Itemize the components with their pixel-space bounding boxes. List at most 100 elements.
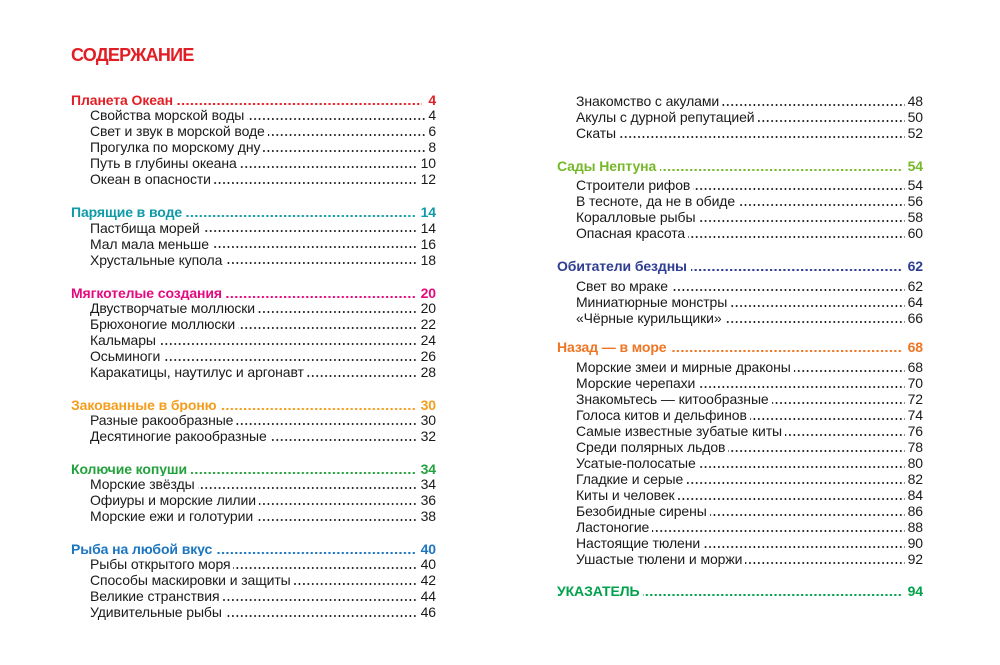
toc-entry-label: В тесноте, да не в обиде	[576, 193, 739, 210]
toc-entry-page: 28	[417, 363, 436, 380]
toc-entry-label: Акулы с дурной репутацией	[576, 108, 758, 125]
toc-entry-label: Знакомьтесь — китообразные	[576, 390, 772, 407]
toc-entry-page: 94	[901, 582, 923, 599]
toc-entry-label: Хрустальные купола	[90, 251, 226, 268]
toc-entry-label: Свет во мраке	[576, 277, 671, 294]
toc-entry-page: 78	[904, 438, 923, 455]
toc-column-right: Знакомство с акулами 48 Акулы с дурной р…	[557, 92, 923, 602]
toc-entry-label: Разные ракообразные	[90, 412, 237, 428]
page-title: СОДЕРЖАНИЕ	[71, 45, 194, 66]
toc-entry-label: Рыбы открытого моря	[90, 556, 234, 573]
toc-entry-page: 6	[425, 123, 436, 140]
toc-entry-page: 62	[904, 277, 923, 294]
leader-dots	[576, 481, 922, 484]
toc-entry-label: Двустворчатые моллюски	[90, 299, 259, 316]
toc-section-heading: Мягкотелые создания 20	[71, 284, 436, 301]
leader-dots	[576, 545, 922, 548]
toc-entry: Рыбы открытого моря 40	[71, 556, 436, 573]
toc-section-heading: УКАЗАТЕЛЬ 94	[557, 582, 923, 599]
toc-entry: Пастбища морей 14	[71, 219, 436, 236]
toc-entry-page: 56	[904, 193, 923, 210]
leader-dots	[576, 561, 922, 564]
toc-entry: Гладкие и серые 82	[557, 470, 923, 487]
toc-entry-page: 84	[904, 486, 923, 503]
toc-section-heading: Сады Нептуна 54	[557, 157, 923, 174]
toc-entry: Скаты 52	[557, 124, 923, 141]
toc-entry-label: Усатые-полосатые	[576, 454, 699, 471]
toc-entry: Знакомство с акулами 48	[557, 92, 923, 109]
toc-entry: Свет во мраке 62	[557, 277, 923, 294]
toc-entry-page: 18	[417, 251, 436, 268]
toc-entry-page: 4	[422, 92, 436, 109]
toc-entry-page: 64	[904, 293, 923, 310]
toc-entry-label: Миниатюрные монстры	[576, 293, 731, 310]
toc-entry-page: 68	[901, 339, 923, 356]
toc-entry-page: 4	[425, 107, 436, 124]
toc-entry-label: Каракатицы, наутилус и аргонавт	[90, 363, 307, 380]
leader-dots	[90, 342, 435, 345]
toc-entry-page: 34	[417, 476, 436, 493]
toc-entry-page: 14	[414, 204, 436, 221]
leader-dots	[576, 497, 922, 500]
toc-entry-label: Мягкотелые создания	[71, 284, 226, 301]
toc-entry: Десятиногие ракообразные 32	[71, 428, 436, 444]
toc-entry-page: 14	[417, 219, 436, 236]
toc-entry-page: 32	[417, 428, 436, 444]
leader-dots	[576, 103, 922, 106]
toc-section-heading: Обитатели бездны 62	[557, 258, 923, 275]
toc-entry-page: 52	[904, 124, 923, 141]
toc-entry-label: Морские змеи и мирные драконы	[576, 358, 794, 375]
toc-entry-label: Опасная красота	[576, 225, 689, 242]
leader-dots	[576, 449, 922, 452]
toc-entry-page: 40	[414, 541, 436, 558]
toc-entry-page: 92	[904, 550, 923, 567]
toc-entry-label: Десятиногие ракообразные	[90, 428, 270, 444]
leader-dots	[71, 295, 435, 298]
toc-entry: Опасная красота 60	[557, 225, 923, 242]
toc-entry-label: УКАЗАТЕЛЬ	[557, 582, 644, 599]
toc-entry-label: Знакомство с акулами	[576, 92, 723, 109]
toc-entry-label: Морские звёзды	[90, 476, 198, 493]
toc-entry-page: 44	[417, 588, 436, 605]
toc-entry-label: Удивительные рыбы	[90, 604, 225, 621]
toc-entry: Удивительные рыбы 46	[71, 604, 436, 621]
toc-group: Сады Нептуна 54 Строители рифов 54 В тес…	[557, 157, 923, 242]
toc-entry: Способы маскировки и защиты 42	[71, 572, 436, 589]
toc-entry-label: Колючие копуши	[71, 461, 191, 477]
leader-dots	[576, 204, 922, 207]
toc-entry-label: Сады Нептуна	[557, 157, 661, 174]
toc-entry-page: 54	[901, 157, 923, 174]
leader-dots	[71, 103, 435, 106]
toc-entry-page: 26	[417, 347, 436, 364]
toc-section-heading: Колючие копуши 34	[71, 461, 436, 477]
toc-entry-page: 22	[417, 315, 436, 332]
toc-entry: Каракатицы, наутилус и аргонавт 28	[71, 363, 436, 380]
toc-entry-page: 62	[901, 258, 923, 275]
toc-entry-label: Закованные в броню	[71, 396, 221, 413]
toc-entry-page: 30	[414, 396, 436, 413]
toc-entry: Среди полярных льдов 78	[557, 438, 923, 455]
leader-dots	[576, 135, 922, 138]
toc-entry-label: Путь в глубины океана	[90, 155, 240, 172]
toc-entry: Настоящие тюлени 90	[557, 534, 923, 551]
toc-entry: «Чёрные курильщики» 66	[557, 309, 923, 326]
toc-entry-page: 90	[904, 534, 923, 551]
toc-column-left: Планета Океан 4 Свойства морской воды 4 …	[71, 92, 436, 621]
leader-dots	[576, 288, 922, 291]
leader-dots	[90, 262, 435, 265]
toc-group: Назад — в море 68 Морские змеи и мирные …	[557, 339, 923, 567]
toc-entry-page: 8	[425, 139, 436, 156]
toc-entry-page: 68	[904, 358, 923, 375]
leader-dots	[576, 513, 922, 516]
leader-dots	[71, 407, 435, 410]
leader-dots	[90, 118, 435, 121]
toc-entry-page: 48	[904, 92, 923, 109]
toc-entry-page: 40	[417, 556, 436, 573]
toc-entry-label: Великие странствия	[90, 588, 223, 605]
toc-section-heading: Парящие в воде 14	[71, 204, 436, 221]
leader-dots	[90, 615, 435, 618]
toc-entry-label: Брюхоногие моллюски	[90, 315, 239, 332]
toc-group: Знакомство с акулами 48 Акулы с дурной р…	[557, 92, 923, 141]
toc-group: Рыба на любой вкус 40 Рыбы открытого мор…	[71, 541, 436, 621]
leader-dots	[90, 599, 435, 602]
